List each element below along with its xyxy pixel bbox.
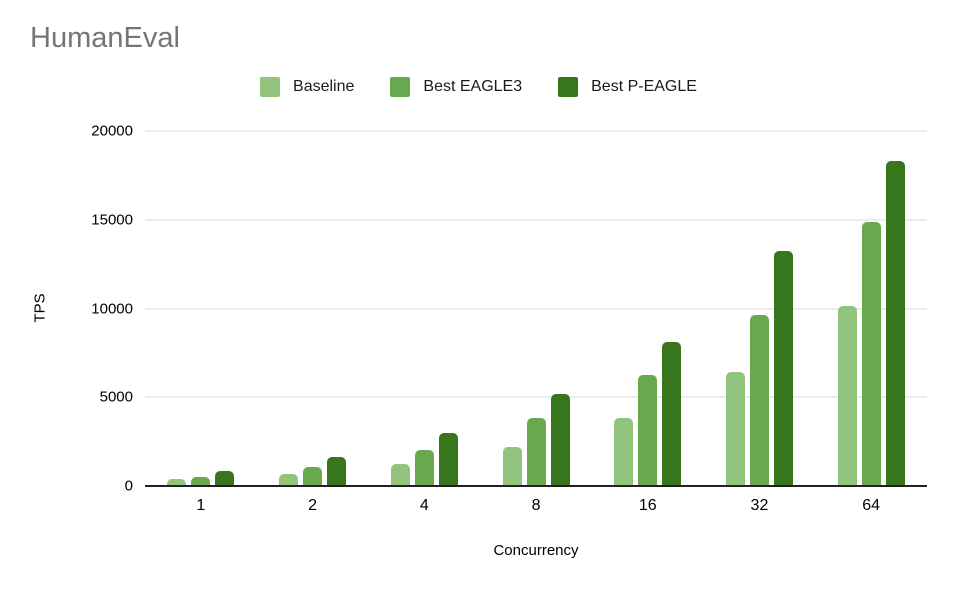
bar-group-16 xyxy=(592,131,704,486)
x-axis-title: Concurrency xyxy=(493,542,579,559)
bar-best-p-eagle-16 xyxy=(662,342,682,486)
bar-best-p-eagle-4 xyxy=(438,432,458,486)
bar-group-1 xyxy=(145,131,257,486)
legend-item-best-eagle3: Best EAGLE3 xyxy=(390,77,522,97)
chart-title: HumanEval xyxy=(30,22,180,54)
gridline-10000 xyxy=(145,308,927,309)
x-axis-labels: 1 2 4 8 16 32 64 xyxy=(145,497,927,515)
x-tick-label-16: 16 xyxy=(638,497,657,514)
x-tick-label-64: 64 xyxy=(862,497,881,514)
y-tick-label-0: 0 xyxy=(124,477,133,495)
bar-best-p-eagle-8 xyxy=(550,393,570,486)
gridline-15000 xyxy=(145,219,927,221)
bar-group-2 xyxy=(257,131,369,486)
x-tick-label-2: 2 xyxy=(308,497,318,514)
bar-best-p-eagle-32 xyxy=(773,250,793,486)
x-tick-label-4: 4 xyxy=(419,497,429,514)
bar-baseline-4 xyxy=(390,463,410,486)
y-tick-label-10000: 10000 xyxy=(91,300,133,317)
y-tick-label-20000: 20000 xyxy=(91,122,133,140)
bar-baseline-16 xyxy=(614,417,634,486)
bar-best-eagle3-4 xyxy=(414,449,434,486)
bar-best-p-eagle-1 xyxy=(215,470,235,486)
bar-best-eagle3-8 xyxy=(526,417,546,486)
legend-swatch-best-p-eagle xyxy=(558,77,579,97)
bar-best-p-eagle-64 xyxy=(885,161,905,486)
legend-item-baseline: Baseline xyxy=(260,77,354,97)
legend: Baseline Best EAGLE3 Best P-EAGLE xyxy=(0,77,957,97)
bar-group-4 xyxy=(368,131,480,486)
y-tick-label-15000: 15000 xyxy=(91,211,133,229)
bar-baseline-2 xyxy=(279,473,299,486)
legend-item-best-p-eagle: Best P-EAGLE xyxy=(558,77,697,97)
x-tick-label-8: 8 xyxy=(531,497,541,514)
x-axis-line xyxy=(145,485,927,487)
bar-baseline-8 xyxy=(502,446,522,486)
bar-best-eagle3-32 xyxy=(749,314,769,486)
gridline-20000 xyxy=(145,130,927,132)
legend-label-baseline: Baseline xyxy=(293,78,355,95)
bar-group-32 xyxy=(704,131,816,486)
legend-label-best-p-eagle: Best P-EAGLE xyxy=(591,78,697,95)
legend-label-best-eagle3: Best EAGLE3 xyxy=(423,78,523,95)
bar-baseline-64 xyxy=(837,305,857,486)
gridline-5000 xyxy=(145,396,927,398)
bar-baseline-1 xyxy=(167,478,187,486)
bar-best-p-eagle-2 xyxy=(327,456,347,486)
legend-swatch-baseline xyxy=(260,77,281,97)
x-tick-label-1: 1 xyxy=(196,497,206,514)
legend-swatch-best-eagle3 xyxy=(390,77,411,97)
x-tick-label-32: 32 xyxy=(750,497,769,514)
bar-best-eagle3-2 xyxy=(303,467,323,486)
bar-groups xyxy=(145,131,927,486)
y-tick-label-5000: 5000 xyxy=(99,388,133,406)
bar-baseline-32 xyxy=(725,371,745,486)
bar-best-eagle3-64 xyxy=(861,221,881,486)
y-axis-title: TPS xyxy=(31,293,49,323)
bar-group-64 xyxy=(815,131,927,486)
bar-best-eagle3-16 xyxy=(638,375,658,486)
bar-group-8 xyxy=(480,131,592,486)
bar-best-eagle3-1 xyxy=(191,477,211,486)
plot-area: 0 5000 10000 15000 20000 xyxy=(91,124,927,494)
